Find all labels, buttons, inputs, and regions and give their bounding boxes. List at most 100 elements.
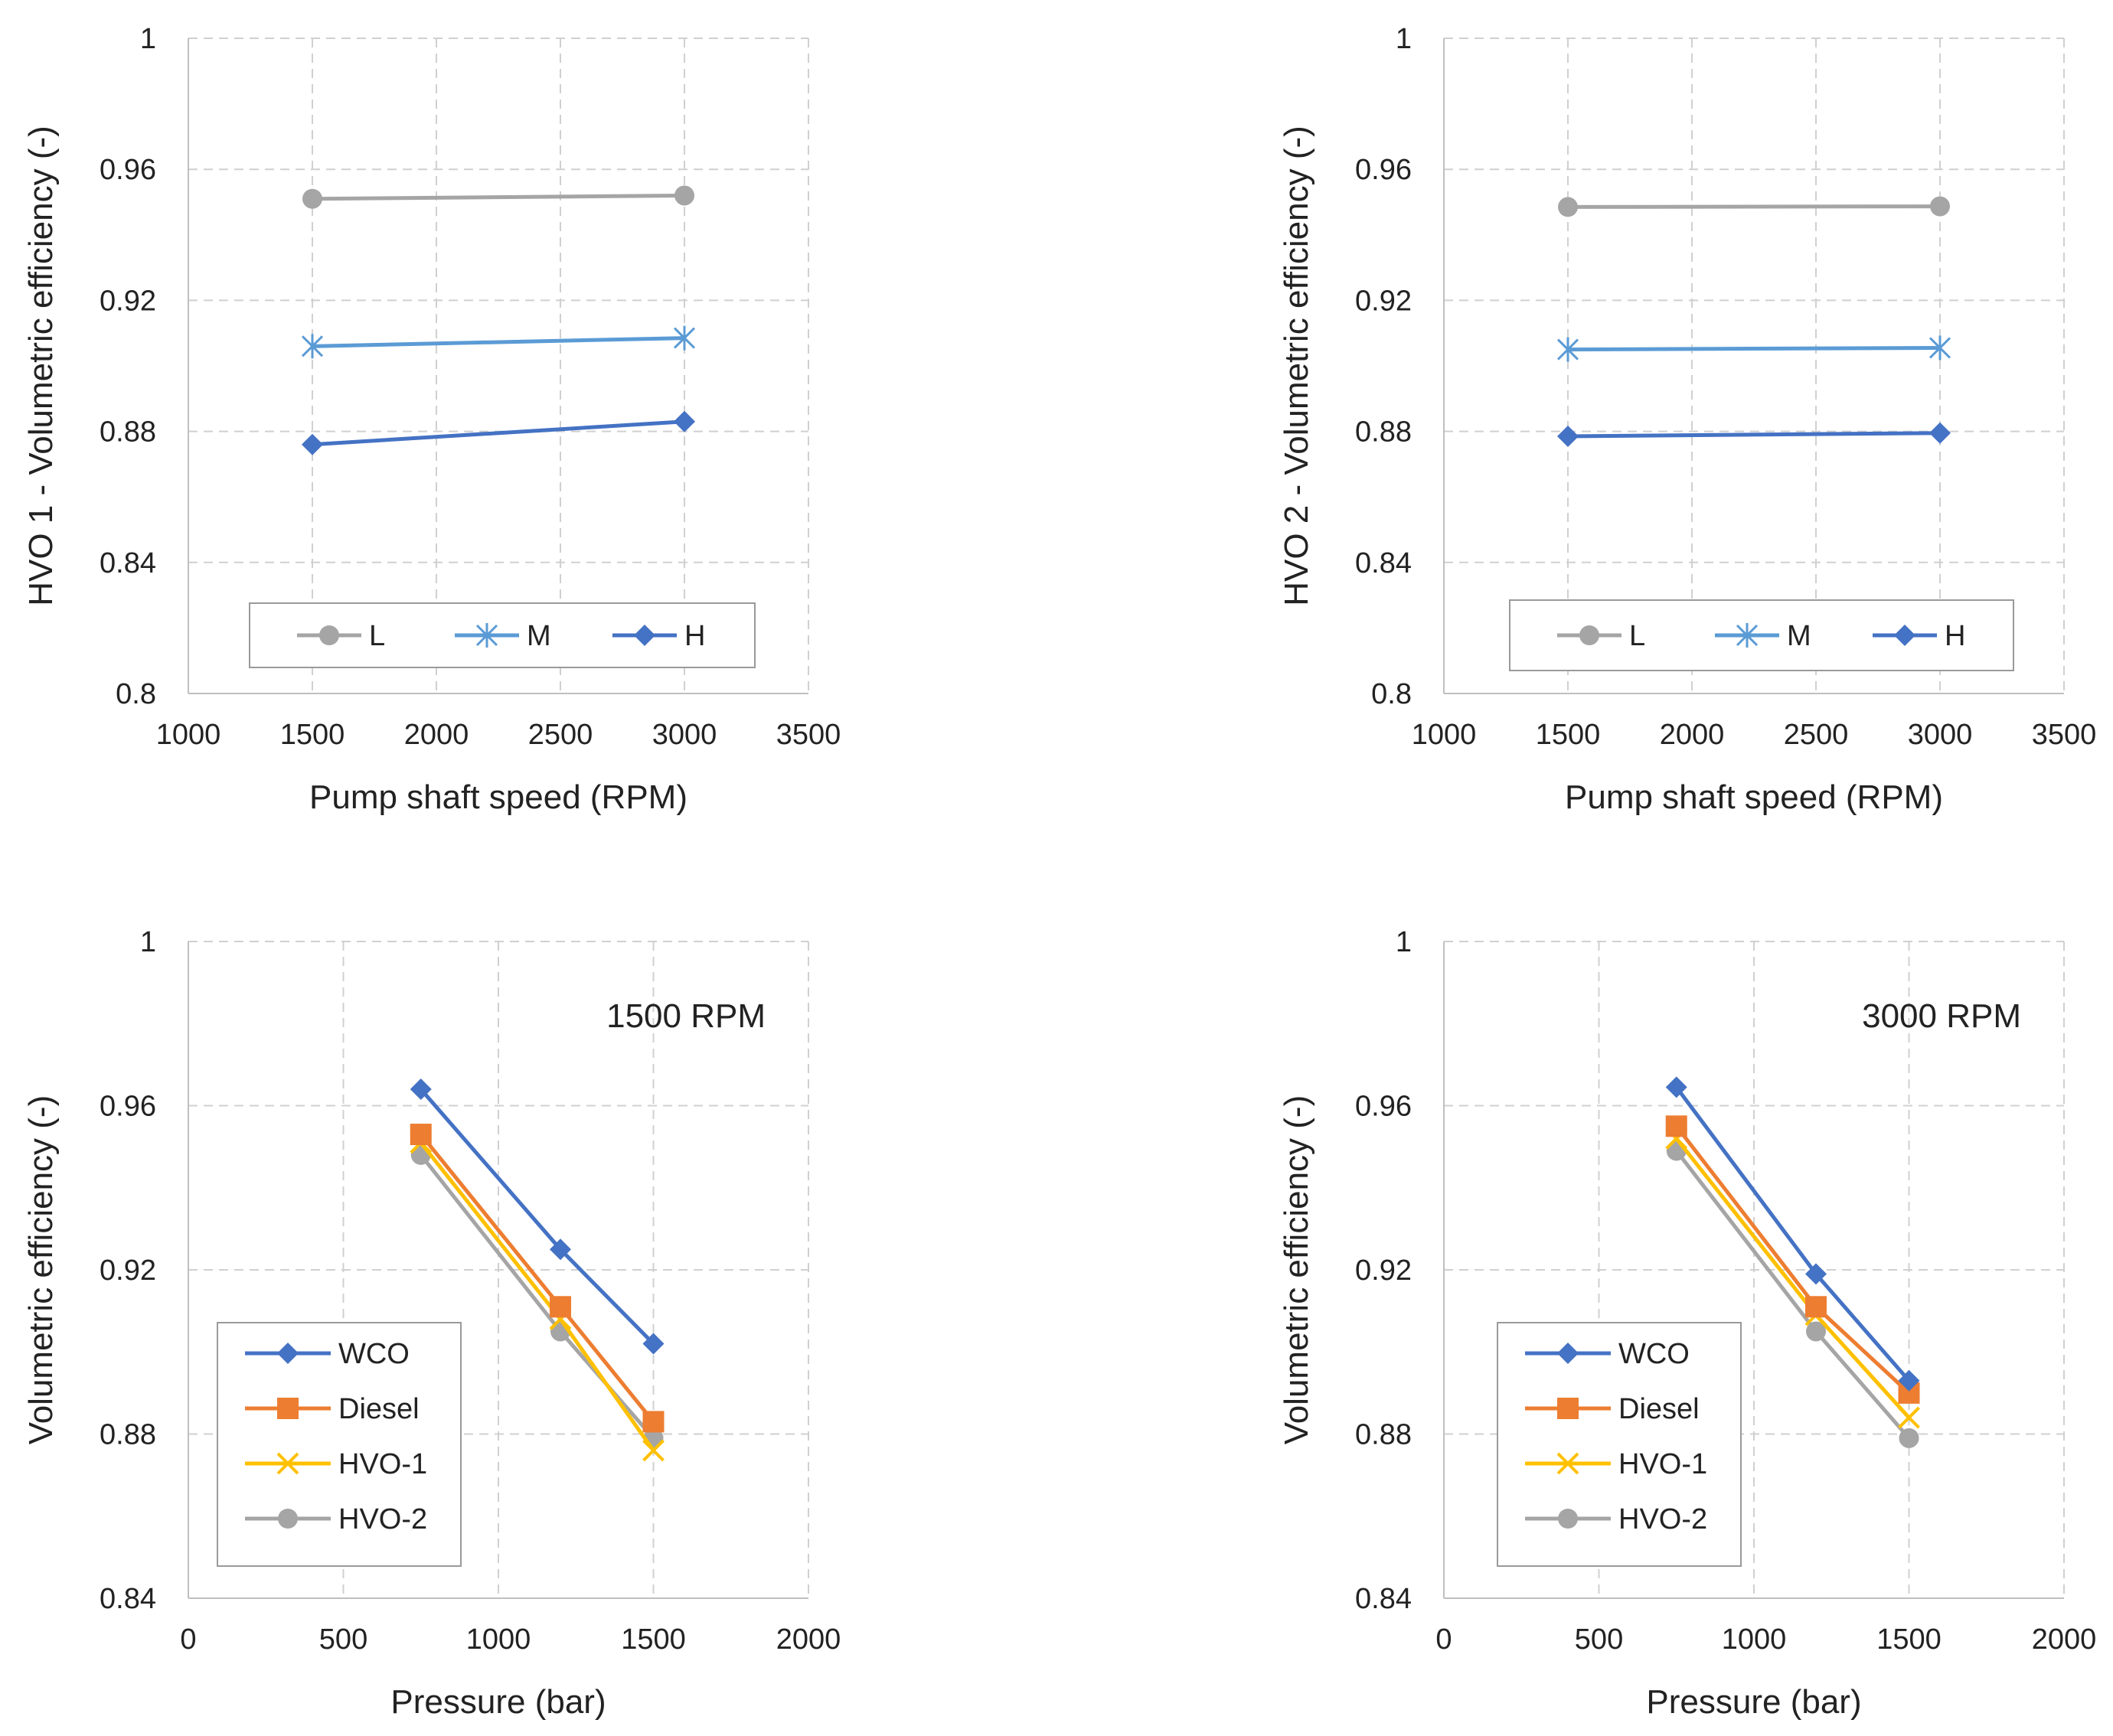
- legend-item-m: M: [1715, 620, 1811, 652]
- x-tick-label: 1500: [280, 719, 345, 751]
- legend-item-hvo-2: HVO-2: [245, 1503, 427, 1535]
- x-tick-label: 1000: [1722, 1623, 1787, 1656]
- x-tick-label: 1500: [621, 1623, 686, 1656]
- legend-item-hvo-1: HVO-1: [1525, 1448, 1707, 1480]
- data-point: [1929, 422, 1951, 444]
- legend-marker: [277, 1398, 299, 1419]
- data-point: [1665, 1115, 1687, 1137]
- y-tick-label: 1: [1396, 23, 1412, 55]
- y-axis-title: HVO 1 - Volumetric efficiency (-): [22, 126, 60, 606]
- x-axis-title: Pump shaft speed (RPM): [309, 778, 687, 816]
- legend-label: HVO-1: [338, 1448, 427, 1480]
- x-tick-label: 0: [1435, 1623, 1452, 1656]
- legend-item-hvo-1: HVO-1: [245, 1448, 427, 1480]
- legend-label: M: [527, 620, 551, 652]
- rpm-annotation: 3000 RPM: [1862, 997, 2021, 1035]
- y-tick-label: 1: [1396, 926, 1412, 958]
- series-line: [1567, 345, 1941, 352]
- data-point: [550, 1238, 571, 1261]
- data-point: [1665, 1076, 1687, 1098]
- x-tick-label: 3000: [1908, 719, 1973, 751]
- series-line: [1567, 431, 1941, 439]
- x-tick-label: 2500: [1784, 719, 1849, 751]
- legend-marker: [277, 1343, 299, 1364]
- data-point: [1557, 426, 1579, 448]
- x-tick-label: 2000: [404, 719, 469, 751]
- data-point: [1898, 1406, 1920, 1429]
- chart-svg: 0.8 0.84 0.88 0.92 0.96 1 1000 1500 2000 2500 3000…: [22, 23, 841, 816]
- data-point: [674, 410, 695, 432]
- y-tick-label: 0.88: [100, 1419, 156, 1451]
- legend-label: L: [369, 620, 385, 652]
- data-point: [642, 1333, 665, 1355]
- y-tick-label: 1: [140, 926, 156, 958]
- legend-label: Diesel: [1618, 1393, 1700, 1425]
- series-l: [1558, 196, 1950, 217]
- y-tick-label: 0.96: [1355, 154, 1412, 186]
- data-point: [1805, 1263, 1827, 1285]
- x-axis-title: Pump shaft speed (RPM): [1565, 778, 1943, 816]
- chart-pressure-3000rpm: 0.84 0.88 0.92 0.96 1 0 500 1000 1500 2000 Pressur…: [1056, 868, 2113, 1736]
- series-h: [1557, 422, 1951, 448]
- data-point: [1898, 1369, 1920, 1392]
- series-line: [419, 1088, 655, 1346]
- x-tick-label: 3500: [2032, 719, 2097, 751]
- y-axis-title: Volumetric efficiency (-): [22, 1095, 60, 1444]
- legend-marker: [1558, 1509, 1578, 1529]
- data-point: [301, 334, 324, 359]
- gridlines: [188, 38, 809, 694]
- y-axis-title: Volumetric efficiency (-): [1278, 1095, 1315, 1444]
- y-tick-label: 0.92: [100, 285, 156, 317]
- legend-label: H: [684, 620, 705, 652]
- y-tick-label: 0.88: [100, 416, 156, 449]
- data-point: [674, 185, 694, 206]
- series-wco: [410, 1078, 665, 1355]
- legend-item-h: H: [1873, 620, 1965, 652]
- chart-hvo2-speed: 0.8 0.84 0.88 0.92 0.96 1 1000 1500 2000 2500 3000…: [1056, 0, 2113, 868]
- y-tick-label: 0.92: [100, 1255, 156, 1287]
- legend-label: WCO: [338, 1338, 410, 1370]
- y-tick-label: 0.88: [1355, 416, 1412, 449]
- y-tick-label: 0.92: [1355, 285, 1412, 317]
- data-point: [302, 188, 322, 209]
- legend-marker: [1557, 1398, 1579, 1419]
- series-line: [312, 193, 685, 201]
- data-point: [1806, 1321, 1826, 1342]
- series-h: [302, 410, 695, 455]
- legend-box: [217, 1322, 462, 1567]
- legend-item-wco: WCO: [245, 1338, 410, 1370]
- legend-label: HVO-1: [1618, 1448, 1707, 1480]
- x-tick-label: 3500: [776, 719, 841, 751]
- x-tick-label: 1000: [156, 719, 221, 751]
- data-point: [1558, 197, 1578, 217]
- series-line: [312, 419, 685, 447]
- legend-item-hvo-2: HVO-2: [1525, 1503, 1707, 1535]
- data-point: [642, 1411, 665, 1433]
- legend-label: L: [1629, 620, 1645, 652]
- data-point: [1899, 1428, 1919, 1448]
- legend-marker: [1736, 623, 1759, 648]
- legend-marker: [1556, 1452, 1579, 1475]
- legend-marker: [278, 1509, 298, 1529]
- y-tick-label: 0.96: [100, 154, 156, 186]
- y-tick-label: 0.92: [1355, 1255, 1412, 1287]
- series-diesel: [1665, 1115, 1920, 1404]
- legend-item-l: L: [297, 620, 385, 652]
- legend-item-l: L: [1557, 620, 1645, 652]
- x-axis-title: Pressure (bar): [1646, 1683, 1861, 1721]
- legend-marker: [1894, 625, 1915, 646]
- chart-pressure-1500rpm: 0.84 0.88 0.92 0.96 1 0 500 1000 1500 2000 Pressur…: [0, 868, 1056, 1736]
- legend-marker: [1579, 625, 1599, 645]
- legend-label: WCO: [1618, 1338, 1690, 1370]
- data-point: [302, 433, 323, 455]
- chart-svg: 0.8 0.84 0.88 0.92 0.96 1 1000 1500 2000 2500 3000…: [1278, 23, 2097, 816]
- y-tick-label: 0.84: [1355, 1583, 1412, 1615]
- legend-marker: [319, 625, 339, 645]
- y-tick-label: 1: [140, 23, 156, 55]
- series-m: [1556, 335, 1951, 362]
- legend-item-m: M: [455, 620, 551, 652]
- legend-marker: [276, 1452, 299, 1475]
- y-tick-label: 0.84: [100, 1583, 156, 1615]
